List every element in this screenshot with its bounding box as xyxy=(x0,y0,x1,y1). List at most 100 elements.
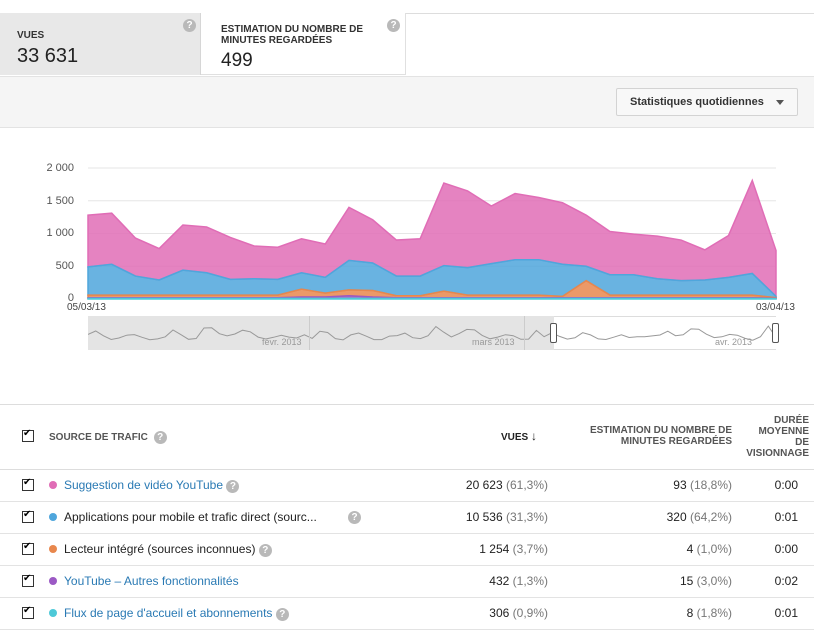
views-cell: 20 623 (61,3%) xyxy=(466,478,548,492)
traffic-source-link[interactable]: Flux de page d'accueil et abonnements ? xyxy=(64,606,289,621)
help-icon[interactable]: ? xyxy=(275,608,289,621)
views-value: 10 536 xyxy=(465,510,503,524)
help-icon[interactable]: ? xyxy=(387,19,400,32)
duration-cell: 0:02 xyxy=(774,574,798,588)
help-icon[interactable]: ? xyxy=(226,480,240,493)
traffic-area-chart xyxy=(87,167,777,300)
duration-cell: 0:01 xyxy=(774,510,798,524)
duration-cell: 0:00 xyxy=(774,478,798,492)
column-header-views[interactable]: VUES ↓ xyxy=(501,429,538,443)
sparkline-path xyxy=(88,325,776,341)
minutes-percent: (64,2%) xyxy=(689,510,732,524)
y-tick-label: 0 xyxy=(67,292,74,304)
minutes-value: 93 xyxy=(673,478,687,492)
chevron-down-icon xyxy=(776,100,784,105)
y-tick-label: 1 500 xyxy=(46,195,74,207)
minutes-value: 15 xyxy=(679,574,694,588)
metric-card-minutes[interactable]: ESTIMATION DU NOMBRE DE MINUTES REGARDÉE… xyxy=(201,13,406,75)
traffic-source-label: Suggestion de vidéo YouTube xyxy=(64,478,224,492)
views-cell: 306 (0,9%) xyxy=(489,606,548,620)
column-header-duration-line2: MOYENNE xyxy=(758,426,809,437)
duration-cell: 0:00 xyxy=(774,542,798,556)
table-row: Flux de page d'accueil et abonnements ? … xyxy=(0,597,814,630)
metric-label-minutes-line2: MINUTES REGARDÉES xyxy=(221,35,333,46)
timeline-selected-range[interactable] xyxy=(554,316,776,350)
views-cell: 432 (1,3%) xyxy=(489,574,548,588)
timeline-unselected-range xyxy=(88,316,554,350)
help-icon[interactable]: ? xyxy=(348,511,361,524)
timeline-month-divider xyxy=(309,316,310,350)
minutes-cell: 4 (1,0%) xyxy=(687,542,732,556)
column-header-views-label: VUES xyxy=(501,432,529,443)
column-header-minutes-line2: MINUTES REGARDÉES xyxy=(620,436,732,447)
column-header-minutes-line1: ESTIMATION DU NOMBRE DE xyxy=(589,425,732,436)
views-cell: 1 254 (3,7%) xyxy=(479,542,548,556)
series-color-dot xyxy=(49,481,57,489)
traffic-source-link[interactable]: YouTube – Autres fonctionnalités xyxy=(64,574,239,588)
views-percent: (0,9%) xyxy=(512,606,548,620)
help-icon[interactable]: ? xyxy=(153,431,167,444)
timeline-label: mars 2013 xyxy=(472,337,515,347)
metric-value-minutes: 499 xyxy=(221,50,253,71)
column-header-source[interactable]: SOURCE DE TRAFIC ? xyxy=(49,431,167,444)
views-value: 432 xyxy=(489,574,510,588)
minutes-cell: 93 (18,8%) xyxy=(673,478,732,492)
metric-label-minutes-line1: ESTIMATION DU NOMBRE DE xyxy=(221,24,364,35)
traffic-source-label: Applications pour mobile et trafic direc… xyxy=(64,510,317,524)
metric-card-views[interactable]: VUES 33 631 ? xyxy=(0,13,201,75)
views-percent: (1,3%) xyxy=(512,574,548,588)
minutes-percent: (1,8%) xyxy=(696,606,732,620)
column-header-duration[interactable]: DURÉE MOYENNE DE VISIONNAGE xyxy=(746,415,809,459)
duration-cell: 0:01 xyxy=(774,606,798,620)
timeline-handle-left[interactable] xyxy=(550,323,557,343)
traffic-source-label: Flux de page d'accueil et abonnements xyxy=(64,606,273,620)
metric-label-views: VUES xyxy=(17,30,45,41)
series-color-dot xyxy=(49,609,57,617)
x-axis-end-label: 03/04/13 xyxy=(756,302,795,313)
views-value: 1 254 xyxy=(479,542,510,556)
views-percent: (3,7%) xyxy=(512,542,548,556)
views-percent: (61,3%) xyxy=(505,478,548,492)
timeline-sparkline xyxy=(88,325,776,341)
minutes-cell: 15 (3,0%) xyxy=(680,574,732,588)
help-icon[interactable]: ? xyxy=(183,19,196,32)
timeline-label: avr. 2013 xyxy=(715,337,753,347)
minutes-value: 320 xyxy=(666,510,687,524)
minutes-value: 4 xyxy=(686,542,694,556)
sort-descending-icon: ↓ xyxy=(531,429,538,443)
row-checkbox[interactable] xyxy=(22,477,34,491)
select-all-checkbox[interactable] xyxy=(22,428,34,442)
series-color-dot xyxy=(49,577,57,585)
row-checkbox[interactable] xyxy=(22,541,34,555)
row-checkbox[interactable] xyxy=(22,605,34,619)
period-dropdown[interactable]: Statistiques quotidiennes xyxy=(616,88,798,116)
table-row: Suggestion de vidéo YouTube ? 20 623 (61… xyxy=(0,469,814,502)
y-tick-label: 2 000 xyxy=(46,162,74,174)
views-cell: 10 536 (31,3%) xyxy=(466,510,548,524)
y-tick-label: 500 xyxy=(55,260,74,272)
traffic-source-label-wrap: Lecteur intégré (sources inconnues) ? xyxy=(64,542,272,557)
minutes-percent: (3,0%) xyxy=(696,574,732,588)
help-icon[interactable]: ? xyxy=(258,544,272,557)
minutes-percent: (1,0%) xyxy=(696,542,732,556)
traffic-source-link[interactable]: Suggestion de vidéo YouTube ? xyxy=(64,478,240,493)
timeline-handle-right[interactable] xyxy=(772,323,779,343)
traffic-source-label: Lecteur intégré (sources inconnues) xyxy=(64,542,256,556)
series-area xyxy=(87,297,777,300)
y-tick-label: 1 000 xyxy=(46,227,74,239)
row-checkbox[interactable] xyxy=(22,509,34,523)
table-header xyxy=(0,404,814,470)
column-header-duration-line1: DURÉE xyxy=(773,415,809,426)
timeline-month-divider xyxy=(524,316,525,350)
minutes-percent: (18,8%) xyxy=(689,478,732,492)
table-row: Lecteur intégré (sources inconnues) ? 1 … xyxy=(0,533,814,566)
row-checkbox[interactable] xyxy=(22,573,34,587)
column-header-source-label: SOURCE DE TRAFIC xyxy=(49,432,148,444)
column-header-minutes[interactable]: ESTIMATION DU NOMBRE DE MINUTES REGARDÉE… xyxy=(590,425,732,447)
views-value: 20 623 xyxy=(465,478,503,492)
metric-value-views: 33 631 xyxy=(17,45,79,67)
x-axis-start-label: 05/03/13 xyxy=(67,302,106,313)
column-header-duration-line4: VISIONNAGE xyxy=(746,448,809,459)
table-row: YouTube – Autres fonctionnalités 432 (1,… xyxy=(0,565,814,598)
period-dropdown-label: Statistiques quotidiennes xyxy=(630,96,764,108)
